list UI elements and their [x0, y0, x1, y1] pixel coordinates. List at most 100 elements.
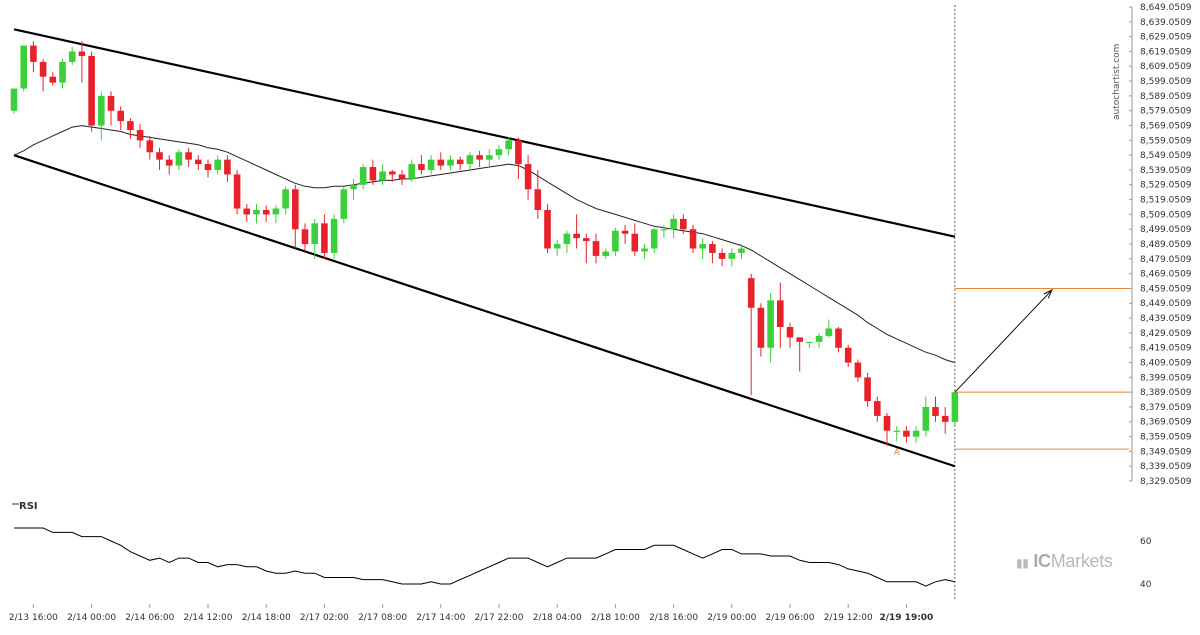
candle-body [631, 233, 639, 252]
price-tick-label: 8,449.0509 [1140, 299, 1192, 309]
price-tick-label: 8,399.0509 [1140, 373, 1192, 383]
candle-body [815, 335, 823, 342]
candle-body [699, 244, 706, 249]
candle [456, 156, 464, 171]
price-tick-label: 8,579.0509 [1140, 107, 1192, 117]
candle [398, 170, 406, 185]
candle [854, 359, 862, 382]
candle [418, 155, 425, 175]
rsi-tick-label: 60 [1140, 537, 1152, 547]
candle-body [253, 210, 260, 215]
price-tick-label: 8,529.0509 [1140, 181, 1192, 191]
candle-body [563, 233, 571, 245]
candle [185, 147, 192, 168]
time-tick-label: 2/18 10:00 [591, 613, 640, 623]
price-tick-label: 8,649.0509 [1140, 3, 1192, 13]
candle [292, 184, 299, 249]
channel-lower-line [13, 154, 956, 468]
candle [146, 135, 154, 160]
candle-body [243, 208, 251, 215]
candle [825, 319, 833, 338]
time-tick-label: 2/19 19:00 [879, 613, 933, 623]
candle-body [127, 121, 134, 131]
price-tick-label: 8,589.0509 [1140, 92, 1192, 102]
candle-body [165, 159, 173, 166]
time-tick-label: 2/14 18:00 [242, 613, 291, 623]
rsi-tick-label: 40 [1140, 580, 1152, 590]
candle [321, 214, 328, 259]
price-tick-label: 8,489.0509 [1140, 240, 1192, 250]
candle-body [379, 171, 386, 181]
price-tick-label: 8,469.0509 [1140, 270, 1192, 280]
candle [437, 152, 445, 171]
candle [738, 244, 745, 259]
candle-body [466, 155, 474, 165]
candle-body [612, 230, 619, 252]
price-tick-label: 8,419.0509 [1140, 344, 1192, 354]
candle-body [262, 210, 270, 215]
price-tick-label: 8,509.0509 [1140, 210, 1192, 220]
price-tick-label: 8,599.0509 [1140, 77, 1192, 87]
projection-arrow-head [1043, 288, 1053, 299]
candle-body [660, 229, 668, 231]
candle-body [854, 362, 862, 378]
side-brand-text: autochartist.com [1112, 43, 1122, 120]
candle [359, 164, 367, 190]
candle-body [156, 152, 163, 160]
candle [864, 372, 871, 408]
candle-body [447, 159, 454, 166]
candle-body [650, 229, 658, 249]
candle-body [136, 130, 144, 141]
candle-body [592, 241, 600, 256]
candle-body [10, 88, 18, 111]
candle [340, 186, 348, 224]
candle [379, 164, 386, 185]
candle [233, 170, 241, 215]
candle [156, 147, 163, 171]
candle [20, 45, 27, 92]
candle-body [408, 164, 415, 179]
projection-arrow-line [954, 289, 1053, 393]
candle-body [340, 189, 348, 219]
price-tick-label: 8,459.0509 [1140, 284, 1192, 294]
candle [932, 396, 939, 422]
candle-body [233, 174, 241, 209]
candle-body [301, 229, 309, 245]
candle [88, 51, 95, 132]
candle-body [883, 415, 891, 431]
time-tick-label: 2/18 16:00 [649, 613, 698, 623]
candle [68, 47, 76, 65]
candle-body [941, 415, 949, 422]
time-tick-label: 2/19 12:00 [824, 613, 873, 623]
candle [486, 149, 493, 168]
candle [777, 282, 784, 348]
candle [495, 144, 503, 160]
watermark-suffix: Markets [1050, 551, 1113, 571]
candle-body [107, 95, 115, 111]
candle-body [39, 61, 47, 77]
candle-body [738, 248, 745, 253]
candle [621, 224, 629, 245]
candle-body [573, 233, 580, 239]
price-tick-label: 8,329.0509 [1140, 477, 1192, 487]
candle [553, 239, 561, 256]
price-tick-label: 8,379.0509 [1140, 403, 1192, 413]
candle [602, 248, 609, 259]
time-tick-label: 2/14 00:00 [67, 613, 116, 623]
candle-body [786, 327, 794, 338]
candle-body [20, 45, 27, 89]
price-axis: 8,649.0509 8,639.0509 8,629.0509 8,619.0509… [1129, 3, 1192, 590]
candle [835, 327, 842, 353]
candle-body [321, 223, 328, 253]
candle [767, 292, 774, 363]
channel-layer [13, 28, 956, 468]
candle-body [204, 164, 212, 171]
candle [660, 224, 668, 239]
price-tick-label: 8,519.0509 [1140, 196, 1192, 206]
price-tick-label: 8,549.0509 [1140, 151, 1192, 161]
candle-body [670, 218, 677, 230]
candle [49, 72, 57, 86]
candle [165, 155, 173, 175]
candle [941, 407, 949, 434]
candle-body [524, 164, 532, 190]
